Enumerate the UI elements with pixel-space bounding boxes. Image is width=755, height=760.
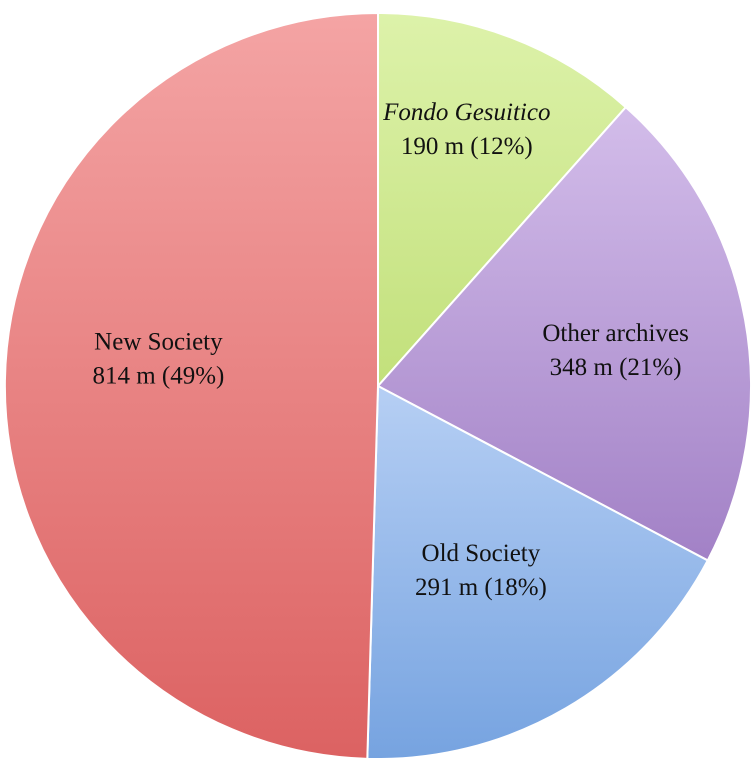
pie-slice-fondo-gesuitico	[377, 11, 628, 389]
pie-label-name-other-archives: Other archives	[542, 320, 688, 347]
pie-label-name-new-society: New Society	[94, 329, 223, 356]
pie-label-value-old-society: 291 m (18%)	[415, 574, 547, 601]
pie-label-name-fondo-gesuitico: Fondo Gesuitico	[382, 99, 550, 126]
pie-label-name-old-society: Old Society	[422, 540, 541, 567]
pie-label-value-other-archives: 348 m (21%)	[550, 354, 682, 381]
pie-label-value-fondo-gesuitico: 190 m (12%)	[401, 133, 533, 160]
pie-slice-other-archives	[376, 105, 752, 562]
pie-labels: Fondo Gesuitico 190 m (12%) Other archives…	[92, 99, 688, 601]
pie-slice-old-society	[366, 384, 710, 760]
pie-slices	[3, 11, 752, 760]
pie-label-value-new-society: 814 m (49%)	[92, 363, 224, 390]
pie-slice-new-society	[3, 11, 379, 760]
